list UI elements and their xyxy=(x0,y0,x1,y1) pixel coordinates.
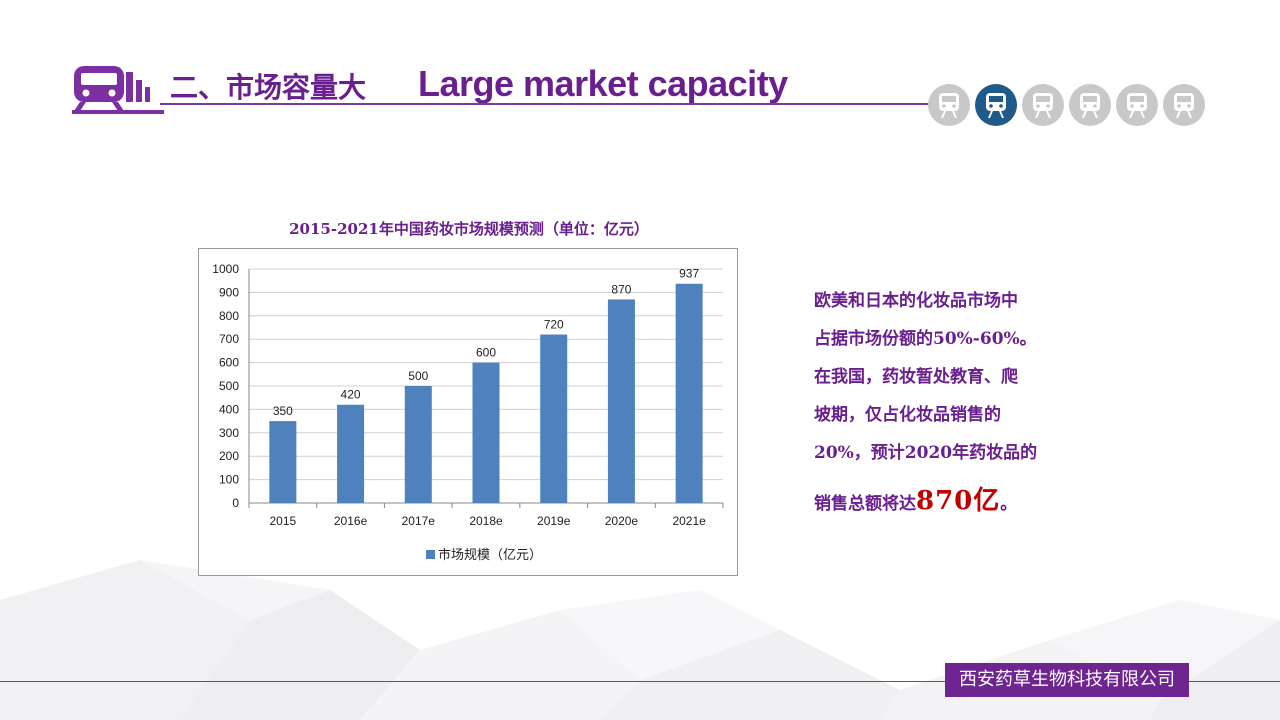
x-tick-label: 2016e xyxy=(334,514,368,528)
y-tick-label: 600 xyxy=(219,356,239,370)
header-divider xyxy=(160,103,940,105)
x-tick-label: 2015 xyxy=(270,514,297,528)
data-label: 937 xyxy=(679,267,699,281)
chart-container: 0 100 200 300 400 500 600 700 800 900 1000 350 2015 4… xyxy=(198,248,738,576)
train-icon xyxy=(1080,93,1100,118)
description-line: 占据市场份额的50%-60%。 xyxy=(814,329,1037,349)
legend-swatch xyxy=(426,550,435,559)
y-tick-label: 900 xyxy=(219,285,239,299)
x-tick-label: 2019e xyxy=(537,514,571,528)
bar xyxy=(337,404,365,503)
train-icon xyxy=(1127,93,1147,118)
data-label: 500 xyxy=(408,369,428,383)
page-title-english: Large market capacity xyxy=(418,63,788,104)
y-tick-label: 0 xyxy=(232,496,239,510)
y-tick-label: 400 xyxy=(219,402,239,416)
nav-item-4[interactable] xyxy=(1069,84,1111,126)
train-icon xyxy=(986,93,1006,118)
x-tick-label: 2017e xyxy=(402,514,436,528)
bar xyxy=(404,386,432,503)
x-tick-label: 2020e xyxy=(605,514,639,528)
y-tick-label: 700 xyxy=(219,332,239,346)
description-line: 坡期，仅占化妆品销售的 xyxy=(814,405,1001,425)
y-tick-label: 500 xyxy=(219,379,239,393)
y-tick-label: 800 xyxy=(219,309,239,323)
description-line: 欧美和日本的化妆品市场中 xyxy=(814,291,1018,311)
data-label: 870 xyxy=(611,282,631,296)
y-tick-label: 200 xyxy=(219,449,239,463)
description-text: 欧美和日本的化妆品市场中 占据市场份额的50%-60%。 在我国，药妆暂处教育、… xyxy=(814,282,1104,523)
nav-item-5[interactable] xyxy=(1116,84,1158,126)
bar xyxy=(269,421,297,503)
description-line: 销售总额将达870亿。 xyxy=(814,482,1104,523)
train-icon xyxy=(939,93,959,118)
section-nav xyxy=(928,84,1205,126)
bar xyxy=(472,362,500,503)
data-label: 420 xyxy=(341,388,361,402)
bar-chart: 0 100 200 300 400 500 600 700 800 900 1000 350 2015 4… xyxy=(212,262,724,563)
bar xyxy=(675,283,703,503)
nav-item-1[interactable] xyxy=(928,84,970,126)
y-tick-label: 300 xyxy=(219,426,239,440)
train-logo-icon xyxy=(72,66,164,114)
chart-title: 2015-2021年中国药妆市场规模预测（单位：亿元） xyxy=(289,220,649,238)
train-icon xyxy=(1033,93,1053,118)
nav-item-3[interactable] xyxy=(1022,84,1064,126)
y-tick-label: 100 xyxy=(219,473,239,487)
data-label: 350 xyxy=(273,404,293,418)
y-tick-label: 1000 xyxy=(212,262,239,276)
x-tick-label: 2021e xyxy=(672,514,706,528)
description-prefix: 销售总额将达 xyxy=(814,494,916,514)
bar xyxy=(607,299,635,503)
train-icon xyxy=(1174,93,1194,118)
page-title-chinese: 二、市场容量大 xyxy=(170,71,367,104)
nav-item-2[interactable] xyxy=(975,84,1017,126)
nav-item-6[interactable] xyxy=(1163,84,1205,126)
footer-divider xyxy=(0,681,1280,682)
legend-label: 市场规模（亿元） xyxy=(438,547,542,563)
bar xyxy=(540,334,568,503)
description-suffix: 。 xyxy=(1000,494,1018,514)
x-tick-label: 2018e xyxy=(469,514,503,528)
data-label: 600 xyxy=(476,346,496,360)
description-line: 20%，预计2020年药妆品的 xyxy=(814,443,1038,463)
data-label: 720 xyxy=(544,318,564,332)
description-line: 在我国，药妆暂处教育、爬 xyxy=(814,367,1018,387)
highlight-value: 870亿 xyxy=(916,486,1001,516)
company-name: 西安药草生物科技有限公司 xyxy=(945,663,1189,697)
